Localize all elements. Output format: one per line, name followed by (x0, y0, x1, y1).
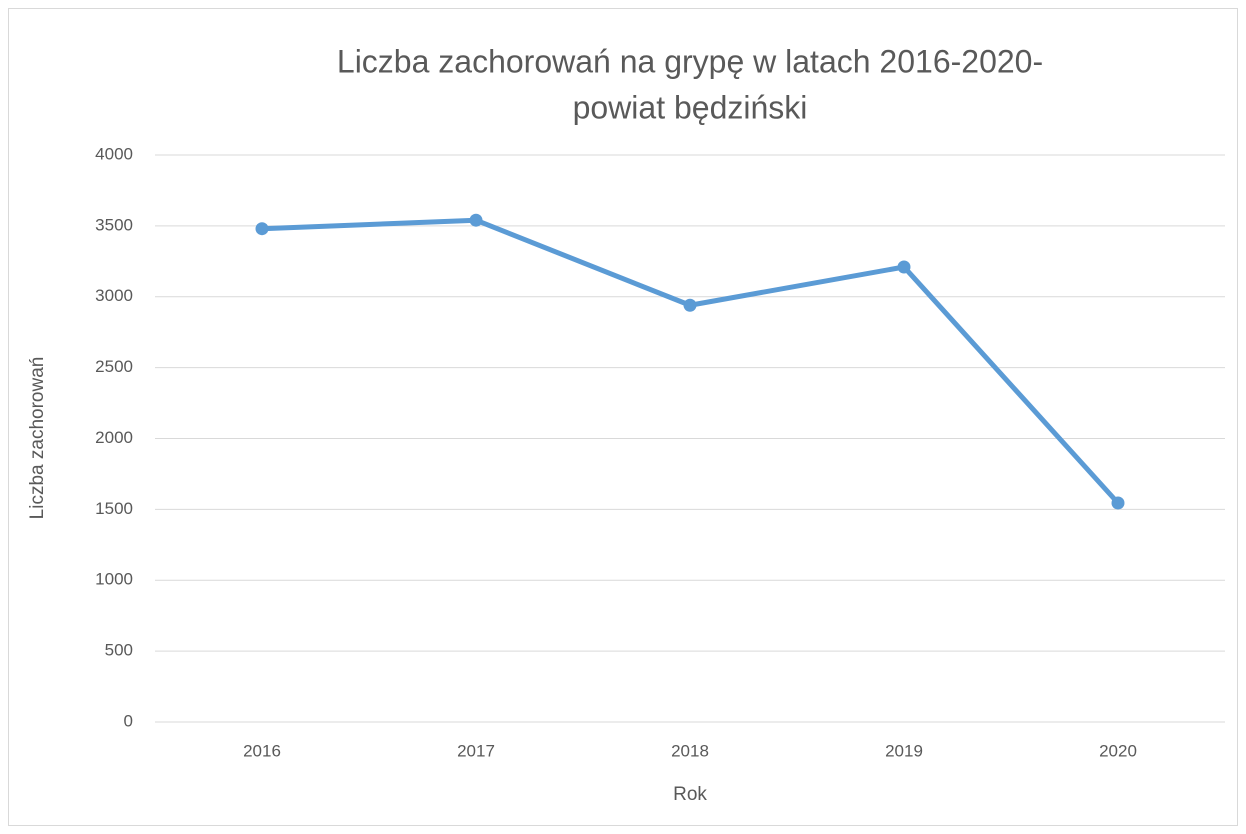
y-tick-label: 2500 (95, 357, 133, 376)
y-tick-label: 1500 (95, 499, 133, 518)
y-tick-label: 3000 (95, 286, 133, 305)
x-axis-label: Rok (673, 784, 707, 805)
point (255, 222, 269, 236)
y-tick-label: 2000 (95, 428, 133, 447)
y-axis-label: Liczba zachorowań (27, 357, 48, 520)
x-tick-label: 2017 (457, 741, 495, 760)
chart-title: Liczba zachorowań na grypę w latach 2016… (337, 43, 1043, 79)
x-tick-label: 2020 (1099, 741, 1137, 760)
x-tick-label: 2016 (243, 741, 281, 760)
point (897, 260, 911, 274)
y-tick-label: 3500 (95, 215, 133, 234)
x-tick-label: 2019 (885, 741, 923, 760)
point (683, 298, 697, 312)
chart-border (8, 8, 1238, 826)
y-tick-label: 0 (124, 711, 133, 730)
y-tick-label: 500 (105, 641, 133, 660)
point (469, 213, 483, 227)
point (1111, 496, 1125, 510)
y-tick-label: 4000 (95, 144, 133, 163)
x-tick-label: 2018 (671, 741, 709, 760)
chart-title: powiat będziński (573, 89, 808, 125)
y-tick-label: 1000 (95, 570, 133, 589)
